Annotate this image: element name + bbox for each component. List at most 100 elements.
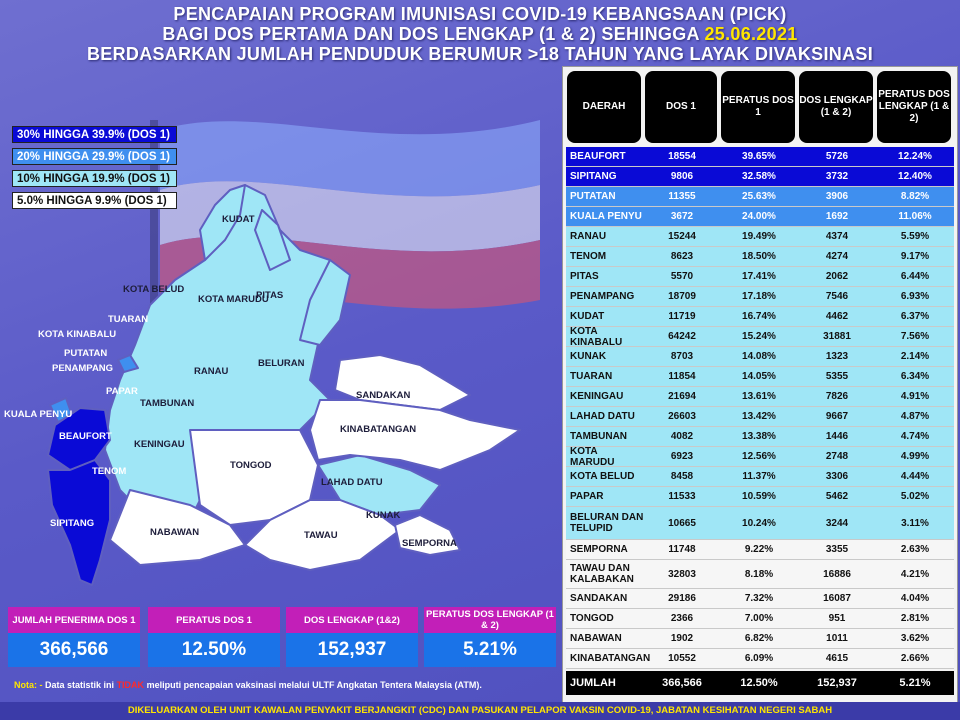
table-row: BELURAN DAN TELUPID 10665 10.24% 3244 3.11% <box>566 507 954 540</box>
table-row: TAWAU DAN KALABAKAN 32803 8.18% 16886 4.21% <box>566 560 954 589</box>
table-row: LAHAD DATU 26603 13.42% 9667 4.87% <box>566 407 954 427</box>
dos1-cell: 8703 <box>670 351 694 362</box>
map-label-papar: PAPAR <box>106 386 138 397</box>
dos1-cell: 10552 <box>668 653 696 664</box>
map-label-tambunan: TAMBUNAN <box>140 398 194 409</box>
dos-lengkap-cell: 3906 <box>825 191 849 202</box>
table-body: BEAUFORT 18554 39.65% 5726 12.24% SIPITANG 980… <box>566 147 954 695</box>
dos1-cell: 26603 <box>668 411 696 422</box>
peratus-dos-lengkap-cell: 2.81% <box>900 613 930 624</box>
page-title: PENCAPAIAN PROGRAM IMUNISASI COVID-19 KE… <box>173 4 787 24</box>
dos1-cell: 29186 <box>668 593 696 604</box>
summary-label: JUMLAH PENERIMA DOS 1 <box>8 607 140 633</box>
dos-lengkap-cell: 951 <box>828 613 846 624</box>
peratus-dos-lengkap-cell: 4.21% <box>900 568 930 580</box>
table-row: KINABATANGAN 10552 6.09% 4615 2.66% <box>566 649 954 669</box>
dos-lengkap-cell: 4274 <box>825 251 849 262</box>
peratus-dos1-cell: 18.50% <box>742 251 776 262</box>
peratus-dos1-cell: 6.09% <box>744 653 774 664</box>
header-dos-lengkap: DOS LENGKAP (1 & 2) <box>799 71 873 143</box>
dos1-cell: 8458 <box>670 471 694 482</box>
peratus-dos1-cell: 24.00% <box>742 211 776 222</box>
map-region-beluran <box>299 259 351 346</box>
dos1-cell: 6923 <box>670 451 694 462</box>
map-label-lahad-datu: LAHAD DATU <box>321 477 383 488</box>
dos-lengkap-cell: 4374 <box>825 231 849 242</box>
note-text-1: Data statistik ini <box>45 680 115 690</box>
summary-value: 12.50% <box>148 633 280 667</box>
legend-item-10-19: 10% HINGGA 19.9% (DOS 1) <box>12 170 177 187</box>
table-row: PUTATAN 11355 25.63% 3906 8.82% <box>566 187 954 207</box>
summary-value: 152,937 <box>286 633 418 667</box>
dos-lengkap-cell: 5355 <box>825 371 849 382</box>
map-label-kuala-penyu: KUALA PENYU <box>4 409 72 420</box>
dos-lengkap-cell: 16087 <box>823 593 851 604</box>
district-cell: RANAU <box>570 231 607 242</box>
total-label: JUMLAH <box>570 676 616 689</box>
total-dos-lengkap: 152,937 <box>817 677 857 689</box>
peratus-dos-lengkap-cell: 12.40% <box>898 171 932 182</box>
note-highlight: TIDAK <box>116 680 145 690</box>
header-daerah: DAERAH <box>567 71 641 143</box>
table-row: SEMPORNA 11748 9.22% 3355 2.63% <box>566 540 954 560</box>
district-cell: PAPAR <box>570 491 604 502</box>
map-region-putatan <box>117 354 139 373</box>
peratus-dos-lengkap-cell: 7.56% <box>900 331 930 342</box>
peratus-dos-lengkap-cell: 4.44% <box>900 471 930 482</box>
dos-lengkap-cell: 1323 <box>825 351 849 362</box>
dos1-cell: 64242 <box>668 331 696 342</box>
district-cell: PENAMPANG <box>570 291 635 302</box>
table-row: BEAUFORT 18554 39.65% 5726 12.24% <box>566 147 954 167</box>
peratus-dos-lengkap-cell: 4.99% <box>900 451 930 462</box>
map-label-kudat: KUDAT <box>222 214 255 225</box>
map-label-tuaran: TUARAN <box>108 314 148 325</box>
dos-lengkap-cell: 5726 <box>825 151 849 162</box>
peratus-dos1-cell: 17.18% <box>742 291 776 302</box>
dos-lengkap-cell: 7826 <box>825 391 849 402</box>
peratus-dos1-cell: 14.05% <box>742 371 776 382</box>
table-row: TUARAN 11854 14.05% 5355 6.34% <box>566 367 954 387</box>
total-peratus-dos1: 12.50% <box>740 677 778 689</box>
vaccination-table: DAERAH DOS 1 PERATUS DOS 1 DOS LENGKAP (… <box>562 66 958 704</box>
dos1-cell: 8623 <box>670 251 694 262</box>
peratus-dos1-cell: 7.32% <box>744 593 774 604</box>
peratus-dos-lengkap-cell: 4.74% <box>900 431 930 442</box>
peratus-dos1-cell: 8.18% <box>744 568 774 580</box>
table-row: TONGOD 2366 7.00% 951 2.81% <box>566 609 954 629</box>
peratus-dos-lengkap-cell: 3.62% <box>900 633 930 644</box>
map-label-tawau: TAWAU <box>304 530 338 541</box>
dos1-cell: 11854 <box>668 371 696 382</box>
dos1-cell: 11355 <box>668 191 696 202</box>
dos-lengkap-cell: 3244 <box>825 517 849 529</box>
dos-lengkap-cell: 3355 <box>825 544 849 555</box>
district-cell: KUALA PENYU <box>570 211 642 222</box>
table-row: TENOM 8623 18.50% 4274 9.17% <box>566 247 954 267</box>
table-row: KOTA BELUD 8458 11.37% 3306 4.44% <box>566 467 954 487</box>
map-label-sandakan: SANDAKAN <box>356 390 411 401</box>
map-region-kudat <box>199 184 246 261</box>
dos-lengkap-cell: 1692 <box>825 211 849 222</box>
dos1-cell: 21694 <box>668 391 696 402</box>
peratus-dos-lengkap-cell: 4.04% <box>900 593 930 604</box>
peratus-dos-lengkap-cell: 9.17% <box>900 251 930 262</box>
dos-lengkap-cell: 7546 <box>825 291 849 302</box>
district-cell: KOTA BELUD <box>570 471 635 482</box>
peratus-dos-lengkap-cell: 2.14% <box>900 351 930 362</box>
page-subtitle-basis: BERDASARKAN JUMLAH PENDUDUK BERUMUR >18 … <box>87 44 873 64</box>
peratus-dos1-cell: 25.63% <box>742 191 776 202</box>
header-peratus-dos-lengkap: PERATUS DOS LENGKAP (1 & 2) <box>877 71 951 143</box>
dos1-cell: 18709 <box>668 291 696 302</box>
dos1-cell: 4082 <box>670 431 694 442</box>
dos-lengkap-cell: 2062 <box>825 271 849 282</box>
dos1-cell: 11533 <box>668 491 696 502</box>
dos-lengkap-cell: 4615 <box>825 653 849 664</box>
peratus-dos1-cell: 11.37% <box>742 471 776 482</box>
peratus-dos1-cell: 7.00% <box>744 613 774 624</box>
district-cell: KUNAK <box>570 351 607 362</box>
peratus-dos-lengkap-cell: 3.11% <box>901 517 929 529</box>
peratus-dos1-cell: 19.49% <box>742 231 776 242</box>
peratus-dos1-cell: 10.59% <box>742 491 776 502</box>
dos-lengkap-cell: 1446 <box>825 431 849 442</box>
district-cell: PUTATAN <box>570 191 616 202</box>
map-label-tongod: TONGOD <box>230 460 272 471</box>
